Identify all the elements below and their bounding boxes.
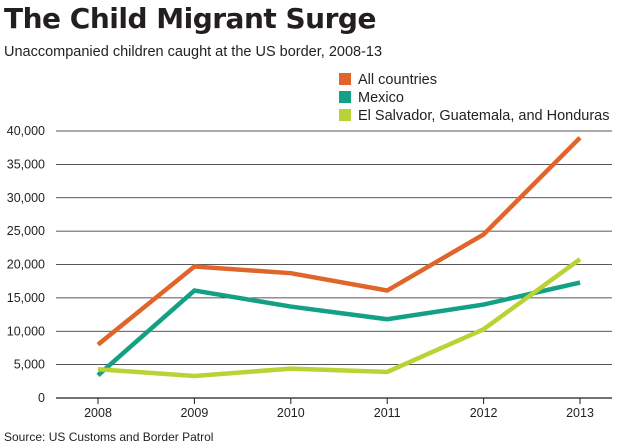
y-tick-label: 5,000: [14, 358, 45, 372]
series-line-3: [97, 257, 582, 379]
x-tick-label: 2009: [180, 406, 208, 420]
source-note: Source: US Customs and Border Patrol: [4, 430, 214, 444]
y-tick-label: 0: [38, 391, 45, 405]
series-line-2: [96, 280, 581, 377]
grid-lines: [56, 130, 612, 399]
y-tick-label: 25,000: [7, 224, 45, 238]
y-tick-label: 30,000: [7, 191, 45, 205]
y-axis-ticks: 0 5,000 10,000 15,000 20,000 25,000 30,000 35,0…: [7, 124, 45, 405]
series-line-1: [96, 136, 582, 347]
legend-swatch: [339, 109, 351, 121]
x-tick-label: 2013: [566, 406, 594, 420]
y-tick-label: 10,000: [7, 324, 45, 338]
y-tick-label: 20,000: [7, 258, 45, 272]
x-tick-label: 2012: [470, 406, 498, 420]
chart-title: The Child Migrant Surge: [4, 2, 376, 35]
y-tick-label: 40,000: [7, 124, 45, 138]
y-tick-label: 35,000: [7, 157, 45, 171]
legend-label: All countries: [358, 72, 437, 88]
legend-swatch: [339, 73, 351, 85]
legend-label: El Salvador, Guatemala, and Honduras: [358, 108, 609, 124]
legend: All countries Mexico El Salvador, Guatemal…: [339, 72, 609, 124]
legend-swatch: [339, 91, 351, 103]
y-tick-label: 15,000: [7, 291, 45, 305]
x-tick-label: 2010: [277, 406, 305, 420]
legend-label: Mexico: [358, 90, 404, 106]
series-lines: [96, 136, 582, 379]
x-axis-ticks: 2008 2009 2010 2011 2012 2013: [84, 398, 594, 420]
chart-subtitle: Unaccompanied children caught at the US …: [4, 44, 383, 60]
x-tick-label: 2011: [374, 406, 401, 420]
x-tick-label: 2008: [84, 406, 112, 420]
